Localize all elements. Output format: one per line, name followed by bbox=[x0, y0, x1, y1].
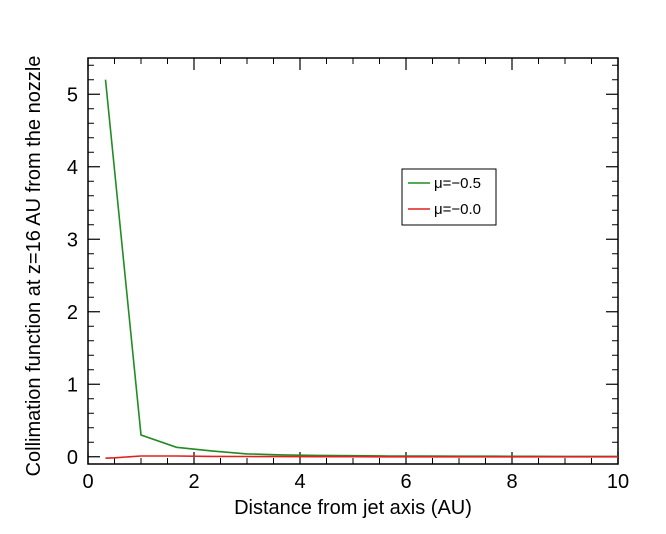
axis-ticks bbox=[87, 58, 619, 464]
x-tick-label: 10 bbox=[607, 471, 629, 493]
series-line-1 bbox=[105, 455, 618, 459]
legend-label-mu-0.0: μ=−0.0 bbox=[434, 201, 481, 218]
y-tick-label: 2 bbox=[67, 302, 78, 324]
series-line-0 bbox=[104, 79, 618, 458]
legend: μ=−0.5 μ=−0.0 bbox=[401, 168, 497, 226]
y-tick-label: 4 bbox=[67, 157, 78, 179]
y-tick-label: 0 bbox=[67, 447, 78, 469]
y-tick-label: 5 bbox=[67, 84, 78, 106]
legend-label-mu-0.5: μ=−0.5 bbox=[434, 175, 481, 192]
y-axis-title: Collimation function at z=16 AU from the… bbox=[23, 56, 45, 477]
x-tick-label: 6 bbox=[400, 471, 411, 493]
tick-labels: 0 2 4 6 8 10 0 1 2 3 4 5 bbox=[67, 84, 629, 493]
legend-box bbox=[401, 168, 497, 226]
x-tick-label: 0 bbox=[82, 471, 93, 493]
x-tick-label: 2 bbox=[188, 471, 199, 493]
plot-frame bbox=[87, 57, 619, 465]
x-axis-title: Distance from jet axis (AU) bbox=[234, 497, 472, 519]
x-tick-label: 4 bbox=[294, 471, 305, 493]
y-tick-label: 1 bbox=[67, 374, 78, 396]
x-tick-label: 8 bbox=[506, 471, 517, 493]
series-lines bbox=[104, 79, 618, 459]
y-tick-label: 3 bbox=[67, 229, 78, 251]
